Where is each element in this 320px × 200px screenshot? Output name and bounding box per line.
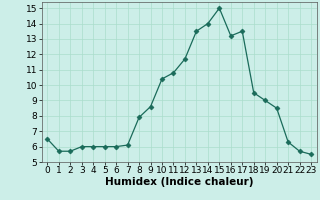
X-axis label: Humidex (Indice chaleur): Humidex (Indice chaleur) — [105, 177, 253, 187]
